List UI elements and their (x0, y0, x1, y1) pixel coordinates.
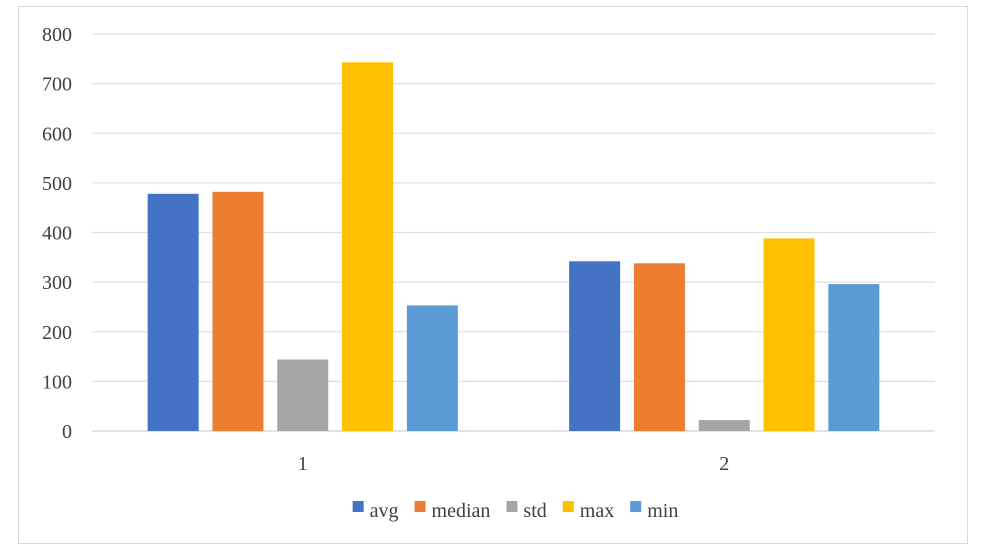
legend-swatch (506, 501, 518, 512)
bar-max-1 (342, 62, 394, 431)
legend-item-median: median (414, 500, 491, 522)
bar-min-1 (406, 305, 458, 431)
bar-median-2 (633, 263, 685, 431)
y-tick-label: 300 (42, 272, 72, 294)
legend-item-std: std (506, 500, 547, 522)
legend-label: median (432, 500, 491, 522)
bar-avg-1 (147, 193, 199, 431)
bars (147, 62, 880, 431)
y-tick-label: 100 (42, 371, 72, 393)
y-tick-label: 600 (42, 123, 72, 145)
bar-std-1 (277, 359, 329, 431)
legend-swatch (630, 501, 642, 512)
legend-swatch (562, 501, 574, 512)
legend-label: std (523, 500, 546, 522)
y-tick-label: 700 (42, 74, 72, 96)
legend: avg median std max min (352, 500, 678, 522)
legend-item-max: max (562, 500, 614, 522)
y-axis-tick-labels: 0 100 200 300 400 500 600 700 800 (42, 24, 72, 443)
x-category-label: 1 (298, 453, 308, 475)
bar-median-1 (212, 191, 264, 431)
y-tick-label: 500 (42, 173, 72, 195)
y-tick-label: 200 (42, 322, 72, 344)
legend-swatch (352, 501, 364, 512)
y-tick-label: 0 (62, 421, 72, 443)
legend-item-avg: avg (352, 500, 399, 522)
bar-std-2 (698, 420, 750, 431)
legend-label: min (647, 500, 678, 522)
y-tick-label: 800 (42, 24, 72, 46)
legend-item-min: min (630, 500, 678, 522)
legend-label: max (580, 500, 614, 522)
legend-label: avg (370, 500, 399, 522)
y-tick-label: 400 (42, 223, 72, 245)
legend-swatch (414, 501, 426, 512)
bar-max-2 (763, 238, 815, 431)
bar-avg-2 (569, 261, 621, 431)
bar-min-2 (828, 284, 880, 431)
x-category-label: 2 (719, 453, 729, 475)
